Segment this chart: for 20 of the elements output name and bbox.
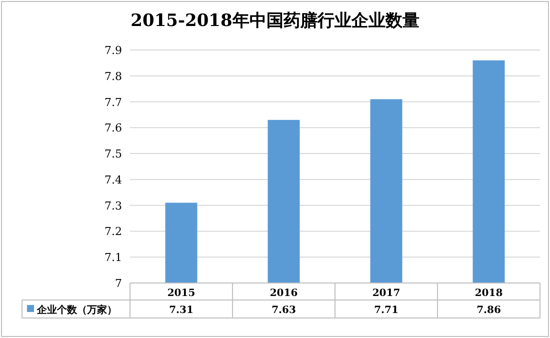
y-tick-label: 7.1 xyxy=(104,251,122,264)
x-tick-label: 2016 xyxy=(270,288,298,299)
y-tick-label: 7.4 xyxy=(104,173,122,186)
y-tick-label: 7 xyxy=(115,277,122,290)
y-tick-label: 7.3 xyxy=(104,199,122,212)
chart-title: 2015-2018年中国药膳行业企业数量 xyxy=(130,11,420,31)
data-label: 7.63 xyxy=(272,305,296,316)
data-label: 7.31 xyxy=(169,305,194,316)
x-tick-label: 2015 xyxy=(167,288,196,299)
x-tick-label: 2017 xyxy=(372,288,400,299)
data-label: 7.86 xyxy=(476,305,501,316)
y-tick-label: 7.8 xyxy=(104,70,122,83)
y-tick-label: 7.7 xyxy=(104,96,122,109)
y-tick-label: 7.6 xyxy=(104,122,122,135)
legend-label: 企业个数（万家） xyxy=(36,304,117,316)
y-tick-label: 7.9 xyxy=(104,44,122,57)
y-tick-label: 7.2 xyxy=(104,225,122,238)
y-tick-label: 7.5 xyxy=(104,148,122,161)
x-tick-label: 2018 xyxy=(474,288,503,299)
data-label: 7.71 xyxy=(374,305,398,316)
